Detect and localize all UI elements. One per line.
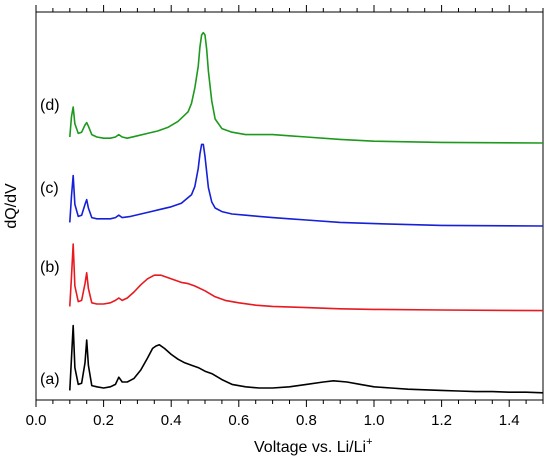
x-tick-label: 1.2	[431, 412, 452, 429]
series-line-1	[69, 243, 544, 312]
x-axis-label: Voltage vs. Li/Li+	[254, 436, 373, 456]
x-tick-label: 1.4	[499, 412, 520, 429]
x-axis-label-main: Voltage vs. Li/Li	[254, 439, 366, 456]
x-axis-ticks	[35, 5, 544, 407]
x-axis-tick-labels: 0.0 0.2 0.4 0.6 0.8 1.0 1.2 1.4	[26, 412, 520, 429]
x-tick-label: 0.6	[228, 412, 249, 429]
x-tick-label: 0.8	[296, 412, 317, 429]
plot-frame	[35, 11, 544, 401]
y-axis-label: dQ/dV	[3, 183, 20, 229]
x-tick-label: 0.2	[93, 412, 114, 429]
series-line-0	[69, 324, 544, 394]
x-tick-label: 0.4	[161, 412, 182, 429]
series-label: (d)	[40, 97, 60, 114]
x-tick-label: 1.0	[364, 412, 385, 429]
series-label: (b)	[40, 259, 60, 276]
series-label: (c)	[40, 180, 59, 197]
series-label: (a)	[40, 371, 60, 388]
series-labels: (a) (b) (c) (d)	[40, 97, 60, 388]
series-line-2	[69, 143, 544, 227]
x-tick-label: 0.0	[26, 412, 47, 429]
series-line-3	[69, 31, 544, 144]
x-axis-label-superscript: +	[366, 436, 372, 448]
series-lines	[69, 31, 544, 394]
